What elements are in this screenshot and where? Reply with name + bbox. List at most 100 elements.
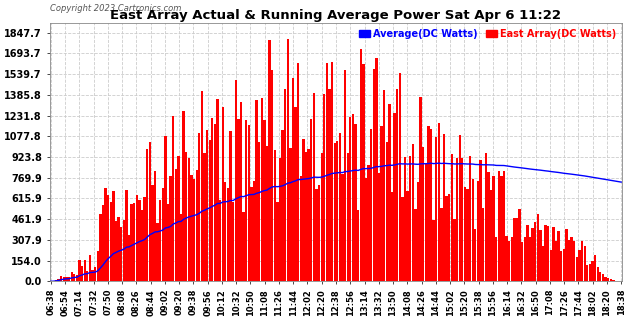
Bar <box>526 225 529 281</box>
Bar <box>289 148 292 281</box>
Bar <box>248 125 250 281</box>
Bar <box>156 223 159 281</box>
Bar <box>282 130 284 281</box>
Bar <box>549 250 552 281</box>
Bar <box>404 157 406 281</box>
Bar <box>532 228 534 281</box>
Bar <box>386 142 388 281</box>
Bar <box>89 255 91 281</box>
Bar <box>297 63 299 281</box>
Bar <box>420 97 422 281</box>
Bar <box>471 179 474 281</box>
Bar <box>438 123 440 281</box>
Text: Copyright 2023 Cartronics.com: Copyright 2023 Cartronics.com <box>50 4 181 13</box>
Bar <box>243 212 244 281</box>
Bar <box>172 116 175 281</box>
Bar <box>279 158 281 281</box>
Bar <box>138 200 140 281</box>
Bar <box>518 209 521 281</box>
Bar <box>224 182 227 281</box>
Bar <box>287 39 289 281</box>
Bar <box>234 80 237 281</box>
Bar <box>450 154 453 281</box>
Bar <box>505 236 508 281</box>
Bar <box>73 274 76 281</box>
Bar <box>521 242 524 281</box>
Bar <box>524 237 526 281</box>
Bar <box>188 158 190 281</box>
Bar <box>66 277 67 281</box>
Bar <box>411 144 414 281</box>
Bar <box>321 153 323 281</box>
Bar <box>477 181 479 281</box>
Bar <box>55 280 57 281</box>
Bar <box>149 142 151 281</box>
Bar <box>312 93 315 281</box>
Bar <box>99 214 101 281</box>
Bar <box>367 165 370 281</box>
Bar <box>378 173 380 281</box>
Bar <box>487 172 490 281</box>
Bar <box>120 227 122 281</box>
Bar <box>294 107 297 281</box>
Bar <box>560 252 563 281</box>
Bar <box>84 260 86 281</box>
Bar <box>214 124 216 281</box>
Bar <box>175 169 177 281</box>
Bar <box>78 260 81 281</box>
Bar <box>331 62 333 281</box>
Bar <box>263 120 266 281</box>
Bar <box>169 176 172 281</box>
Bar <box>237 118 239 281</box>
Bar <box>399 73 401 281</box>
Bar <box>271 70 273 281</box>
Bar <box>341 174 344 281</box>
Bar <box>503 171 505 281</box>
Bar <box>362 64 365 281</box>
Bar <box>123 220 125 281</box>
Bar <box>396 89 398 281</box>
Bar <box>203 153 205 281</box>
Bar <box>232 202 234 281</box>
Bar <box>135 196 138 281</box>
Bar <box>391 192 393 281</box>
Bar <box>91 269 94 281</box>
Bar <box>128 236 130 281</box>
Bar <box>141 210 143 281</box>
Bar <box>422 147 425 281</box>
Bar <box>130 204 133 281</box>
Bar <box>393 113 396 281</box>
Bar <box>357 210 359 281</box>
Bar <box>354 124 357 281</box>
Bar <box>602 274 604 281</box>
Bar <box>466 189 469 281</box>
Bar <box>76 275 78 281</box>
Bar <box>581 241 583 281</box>
Bar <box>558 231 560 281</box>
Bar <box>599 272 602 281</box>
Bar <box>273 150 276 281</box>
Bar <box>117 217 120 281</box>
Bar <box>448 194 450 281</box>
Bar <box>592 261 593 281</box>
Bar <box>183 111 185 281</box>
Bar <box>300 176 302 281</box>
Bar <box>60 276 62 281</box>
Bar <box>432 220 435 281</box>
Bar <box>516 218 518 281</box>
Bar <box>415 209 416 281</box>
Bar <box>159 200 161 281</box>
Bar <box>610 279 612 281</box>
Bar <box>266 146 268 281</box>
Bar <box>216 99 219 281</box>
Bar <box>115 221 117 281</box>
Bar <box>547 226 549 281</box>
Bar <box>529 237 531 281</box>
Bar <box>607 278 609 281</box>
Bar <box>586 265 588 281</box>
Bar <box>307 148 310 281</box>
Bar <box>474 229 476 281</box>
Bar <box>454 219 455 281</box>
Bar <box>456 157 458 281</box>
Bar <box>612 280 614 281</box>
